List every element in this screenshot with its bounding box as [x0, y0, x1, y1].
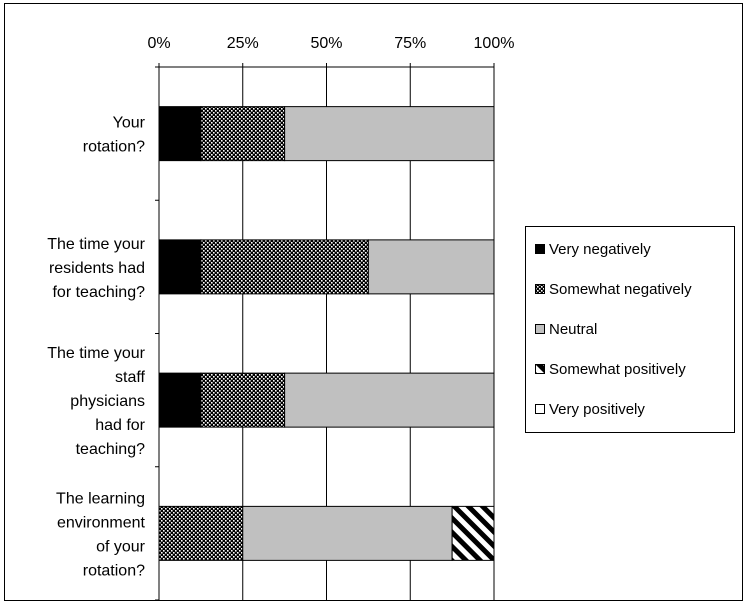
bar-segment-very-negatively: [158, 239, 202, 295]
category-label: The time your: [47, 345, 145, 362]
category-label: residents had: [49, 260, 145, 277]
bar-segment-neutral: [242, 505, 453, 561]
legend-item: Somewhat positively: [526, 355, 734, 383]
x-tick-label: 25%: [227, 35, 259, 52]
category-label: for teaching?: [52, 284, 145, 301]
bar-segment-neutral: [367, 239, 495, 295]
stacked-bar-chart: 0% 25% 50% 75% 100% Your rotation? The time you…: [47, 35, 514, 601]
category-label: Your: [113, 115, 146, 132]
legend-label: Neutral: [549, 320, 598, 338]
x-tick-label: 75%: [394, 35, 426, 52]
axes: [155, 63, 495, 601]
category-label: staff: [115, 369, 146, 386]
bar-segment-somewhat-negatively: [200, 106, 286, 162]
legend-item: Very negatively: [526, 235, 734, 263]
bar-segment-very-negatively: [158, 372, 202, 428]
legend-swatch: [535, 244, 545, 254]
bars: [158, 106, 495, 561]
legend-label: Very negatively: [549, 240, 651, 258]
legend-swatch: [535, 284, 545, 294]
category-label: had for: [95, 417, 145, 434]
bar-segment-neutral: [284, 106, 495, 162]
legend-swatch: [535, 404, 545, 414]
bar-segment-very-negatively: [158, 106, 202, 162]
legend-swatch: [535, 364, 545, 374]
legend-item: Neutral: [526, 315, 734, 343]
legend-label: Somewhat negatively: [549, 280, 692, 298]
category-label: teaching?: [76, 441, 145, 458]
legend-item: Somewhat negatively: [526, 275, 734, 303]
x-tick-label: 100%: [474, 35, 515, 52]
chart-frame: 0% 25% 50% 75% 100% Your rotation? The time you…: [4, 3, 743, 601]
bar-segment-somewhat-negatively: [200, 372, 286, 428]
legend-label: Somewhat positively: [549, 360, 686, 378]
category-label: of your: [96, 538, 146, 555]
category-label: physicians: [70, 393, 145, 410]
x-tick-label: 50%: [310, 35, 342, 52]
bar-segment-somewhat-negatively: [200, 239, 369, 295]
category-label: environment: [57, 514, 146, 531]
legend-item: Very positively: [526, 395, 734, 423]
x-tick-label: 0%: [147, 35, 170, 52]
labels: 0% 25% 50% 75% 100% Your rotation? The time you…: [47, 35, 514, 579]
legend: Very negatively Somewhat negatively Neutra…: [525, 226, 735, 433]
category-label: The learning: [56, 490, 145, 507]
category-label: rotation?: [83, 562, 145, 579]
bar-segment-neutral: [284, 372, 495, 428]
bar-segment-somewhat-positively: [451, 505, 495, 561]
bar-segment-somewhat-negatively: [158, 505, 244, 561]
category-label: rotation?: [83, 139, 145, 156]
legend-swatch: [535, 324, 545, 334]
legend-label: Very positively: [549, 400, 645, 418]
category-label: The time your: [47, 236, 145, 253]
